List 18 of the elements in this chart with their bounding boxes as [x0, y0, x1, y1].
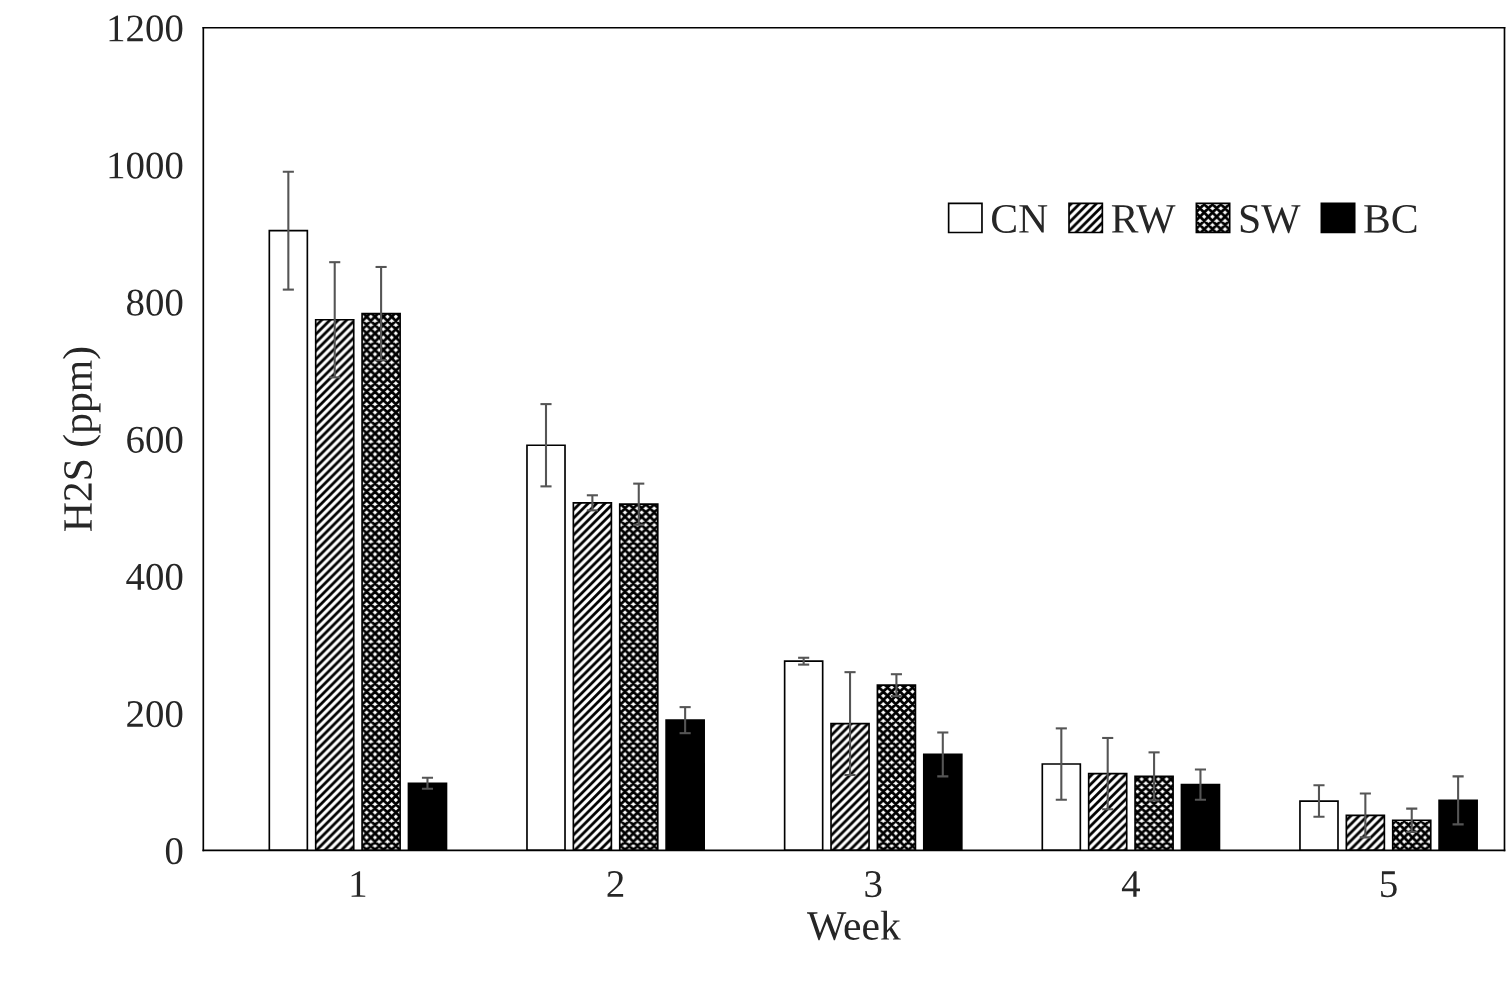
- y-tick-label: 400: [126, 563, 183, 591]
- legend-label: BC: [1364, 204, 1417, 233]
- y-tick-label: 600: [127, 426, 183, 453]
- legend-label: SW: [1240, 204, 1301, 234]
- legend-label: CN: [992, 204, 1048, 233]
- y-tick-label: 1200: [109, 15, 183, 42]
- x-tick-label: 2: [607, 871, 624, 897]
- x-tick-label: 5: [1381, 871, 1397, 898]
- y-tick-label: 800: [127, 289, 183, 316]
- y-axis-title: H2S (ppm): [62, 347, 101, 532]
- y-tick-label: 1000: [109, 152, 183, 179]
- y-tick-label: 0: [165, 838, 183, 865]
- x-tick-label: 1: [351, 871, 366, 897]
- x-tick-label: 4: [1121, 871, 1140, 897]
- x-tick-label: 3: [865, 871, 882, 898]
- legend-label: RW: [1111, 205, 1176, 234]
- x-axis-title: Week: [807, 910, 901, 941]
- y-tick-label: 200: [127, 700, 183, 728]
